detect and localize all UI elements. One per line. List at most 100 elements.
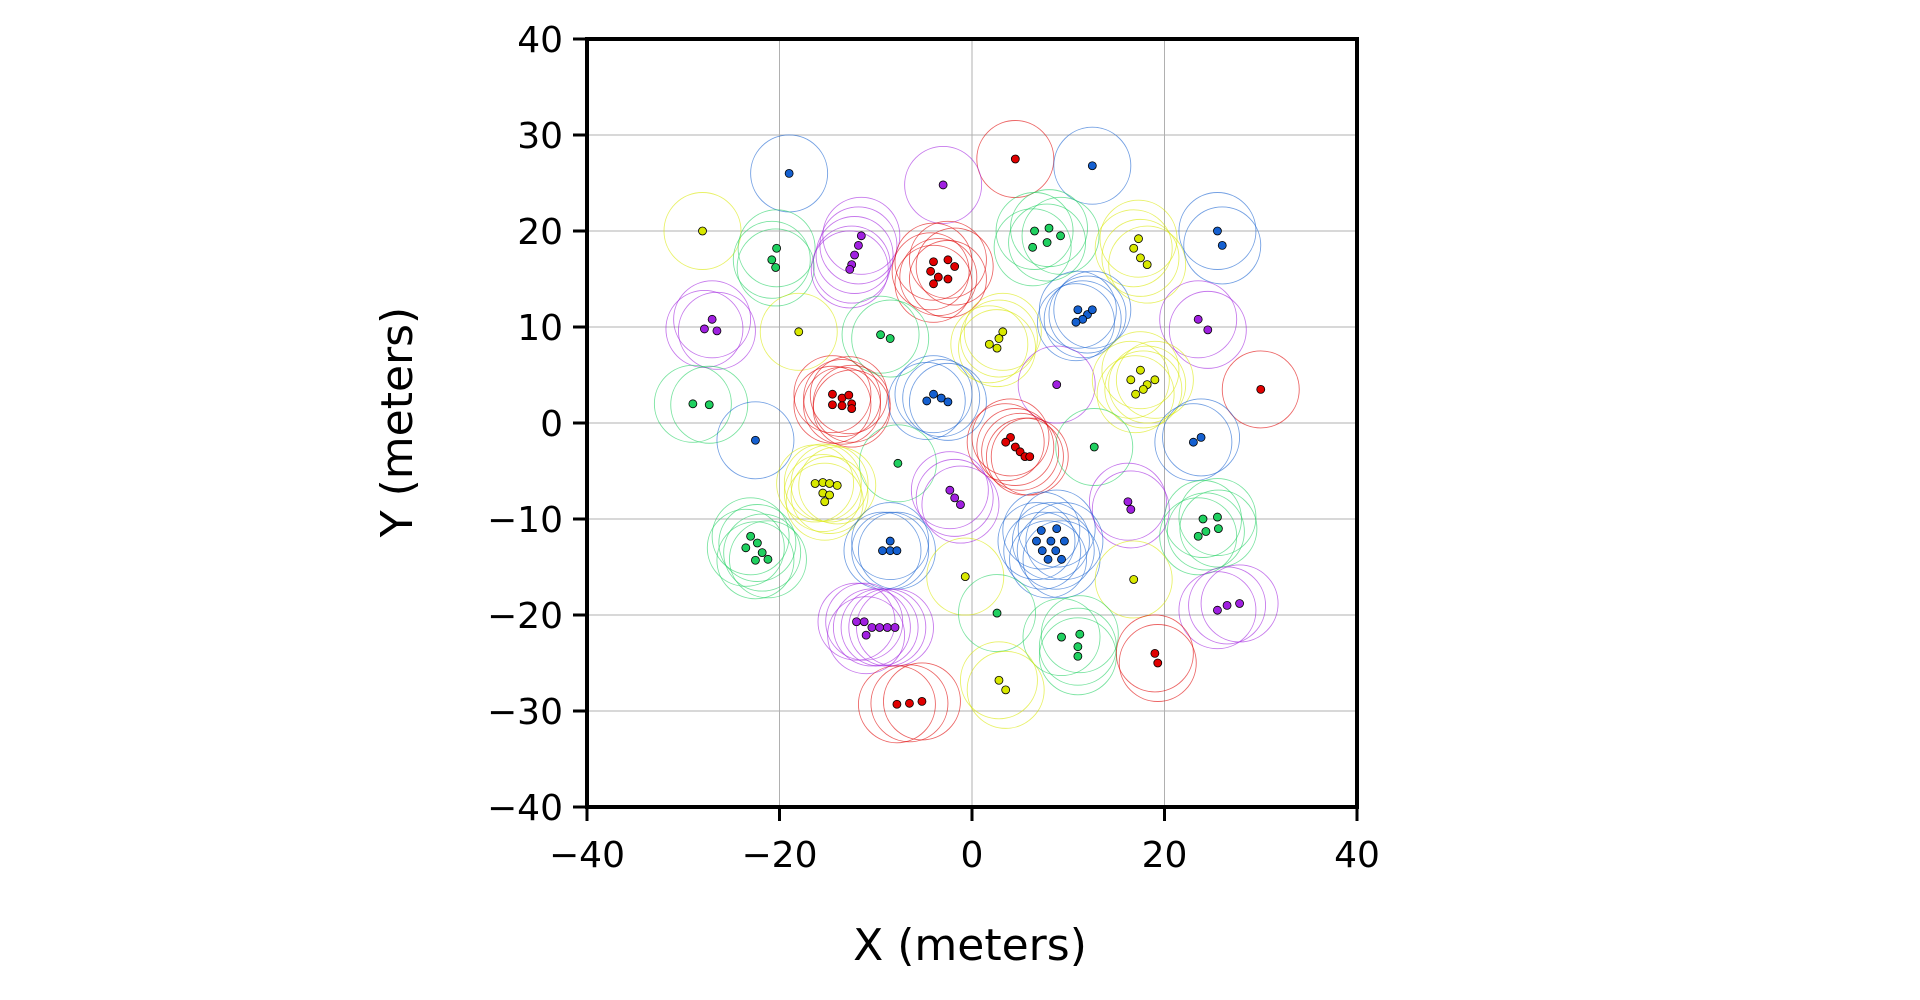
- range-circle: [812, 225, 891, 304]
- data-point: [707, 314, 717, 324]
- range-circle: [716, 401, 795, 480]
- data-point: [943, 397, 953, 407]
- range-circle: [793, 355, 872, 434]
- data-point: [763, 554, 773, 564]
- range-circle: [894, 355, 973, 434]
- range-circle: [1038, 607, 1117, 686]
- data-point: [929, 389, 938, 399]
- data-point: [832, 480, 842, 490]
- x-tick-label: 40: [1334, 835, 1380, 876]
- data-point: [929, 257, 938, 267]
- range-circle: [1108, 225, 1187, 304]
- data-point: [994, 675, 1004, 685]
- data-point: [1052, 380, 1062, 390]
- range-circle: [1179, 489, 1258, 568]
- range-circle: [960, 641, 1038, 720]
- data-point: [1136, 365, 1145, 375]
- range-circle: [809, 356, 888, 435]
- range-circle: [883, 662, 961, 741]
- data-point: [1235, 599, 1244, 608]
- data-point: [859, 617, 869, 627]
- data-point: [1056, 231, 1065, 241]
- range-circle: [1108, 345, 1187, 424]
- range-circle: [1094, 540, 1173, 619]
- x-tick-label: −20: [742, 835, 818, 876]
- data-point: [943, 255, 953, 265]
- range-circle: [848, 588, 927, 667]
- range-circle: [827, 596, 906, 675]
- data-point: [1203, 325, 1213, 335]
- range-circle: [812, 369, 891, 448]
- data-points: [688, 154, 1266, 709]
- range-circle: [1101, 218, 1180, 297]
- data-point: [1051, 546, 1061, 556]
- data-point: [771, 263, 781, 272]
- range-circle: [1118, 624, 1197, 702]
- range-circle: [899, 238, 978, 317]
- data-point: [845, 264, 855, 274]
- data-point: [933, 272, 943, 282]
- data-point: [905, 698, 914, 708]
- range-circle: [803, 366, 882, 445]
- data-point: [757, 548, 767, 557]
- data-point: [998, 327, 1008, 337]
- range-circle: [926, 537, 1005, 616]
- data-point: [854, 240, 863, 250]
- range-circle: [891, 232, 970, 311]
- range-circle: [1053, 126, 1132, 205]
- range-circle: [822, 196, 901, 275]
- data-point: [850, 250, 859, 260]
- range-circle: [1002, 491, 1081, 570]
- data-point: [885, 536, 895, 546]
- data-point: [1052, 524, 1062, 533]
- data-point: [825, 479, 834, 488]
- data-point: [794, 327, 804, 337]
- range-circle: [803, 359, 882, 437]
- range-circle: [759, 292, 838, 371]
- data-point: [1222, 601, 1232, 610]
- data-point: [929, 279, 938, 289]
- y-tick-label: 0: [540, 404, 563, 445]
- range-circle: [915, 458, 994, 537]
- data-point: [1044, 223, 1054, 233]
- data-point: [810, 479, 820, 488]
- range-circle: [1168, 290, 1247, 369]
- range-circle: [1162, 398, 1241, 477]
- data-point: [1196, 432, 1206, 442]
- range-circle: [960, 299, 1038, 378]
- range-circle: [958, 309, 1036, 388]
- range-circle: [1200, 564, 1279, 643]
- data-point: [767, 255, 777, 265]
- data-point: [994, 334, 1004, 343]
- data-point: [890, 623, 900, 632]
- range-circle: [1048, 275, 1127, 354]
- data-point: [1001, 437, 1011, 447]
- data-point: [875, 623, 884, 632]
- range-circle: [723, 513, 802, 592]
- range-circle: [825, 582, 904, 661]
- data-point: [1075, 629, 1085, 639]
- data-point: [1256, 384, 1266, 394]
- y-tick-label: 10: [517, 308, 563, 349]
- range-circle: [851, 299, 930, 378]
- range-circle: [1159, 497, 1238, 576]
- range-circle: [908, 362, 987, 441]
- data-point: [992, 343, 1002, 353]
- range-circle: [653, 364, 732, 443]
- range-circle: [711, 497, 790, 576]
- data-point: [1025, 452, 1035, 462]
- range-circle: [1115, 614, 1194, 693]
- data-point: [917, 697, 927, 706]
- data-point: [837, 401, 847, 411]
- data-point: [1213, 226, 1222, 236]
- range-circle: [921, 465, 1000, 544]
- data-point: [1142, 260, 1152, 270]
- data-point: [1073, 651, 1083, 661]
- range-circle: [1183, 206, 1262, 285]
- range-circle: [673, 280, 752, 359]
- data-point: [943, 274, 953, 284]
- range-circle: [1025, 502, 1104, 581]
- range-circle: [1017, 489, 1096, 568]
- range-circle: [706, 508, 785, 587]
